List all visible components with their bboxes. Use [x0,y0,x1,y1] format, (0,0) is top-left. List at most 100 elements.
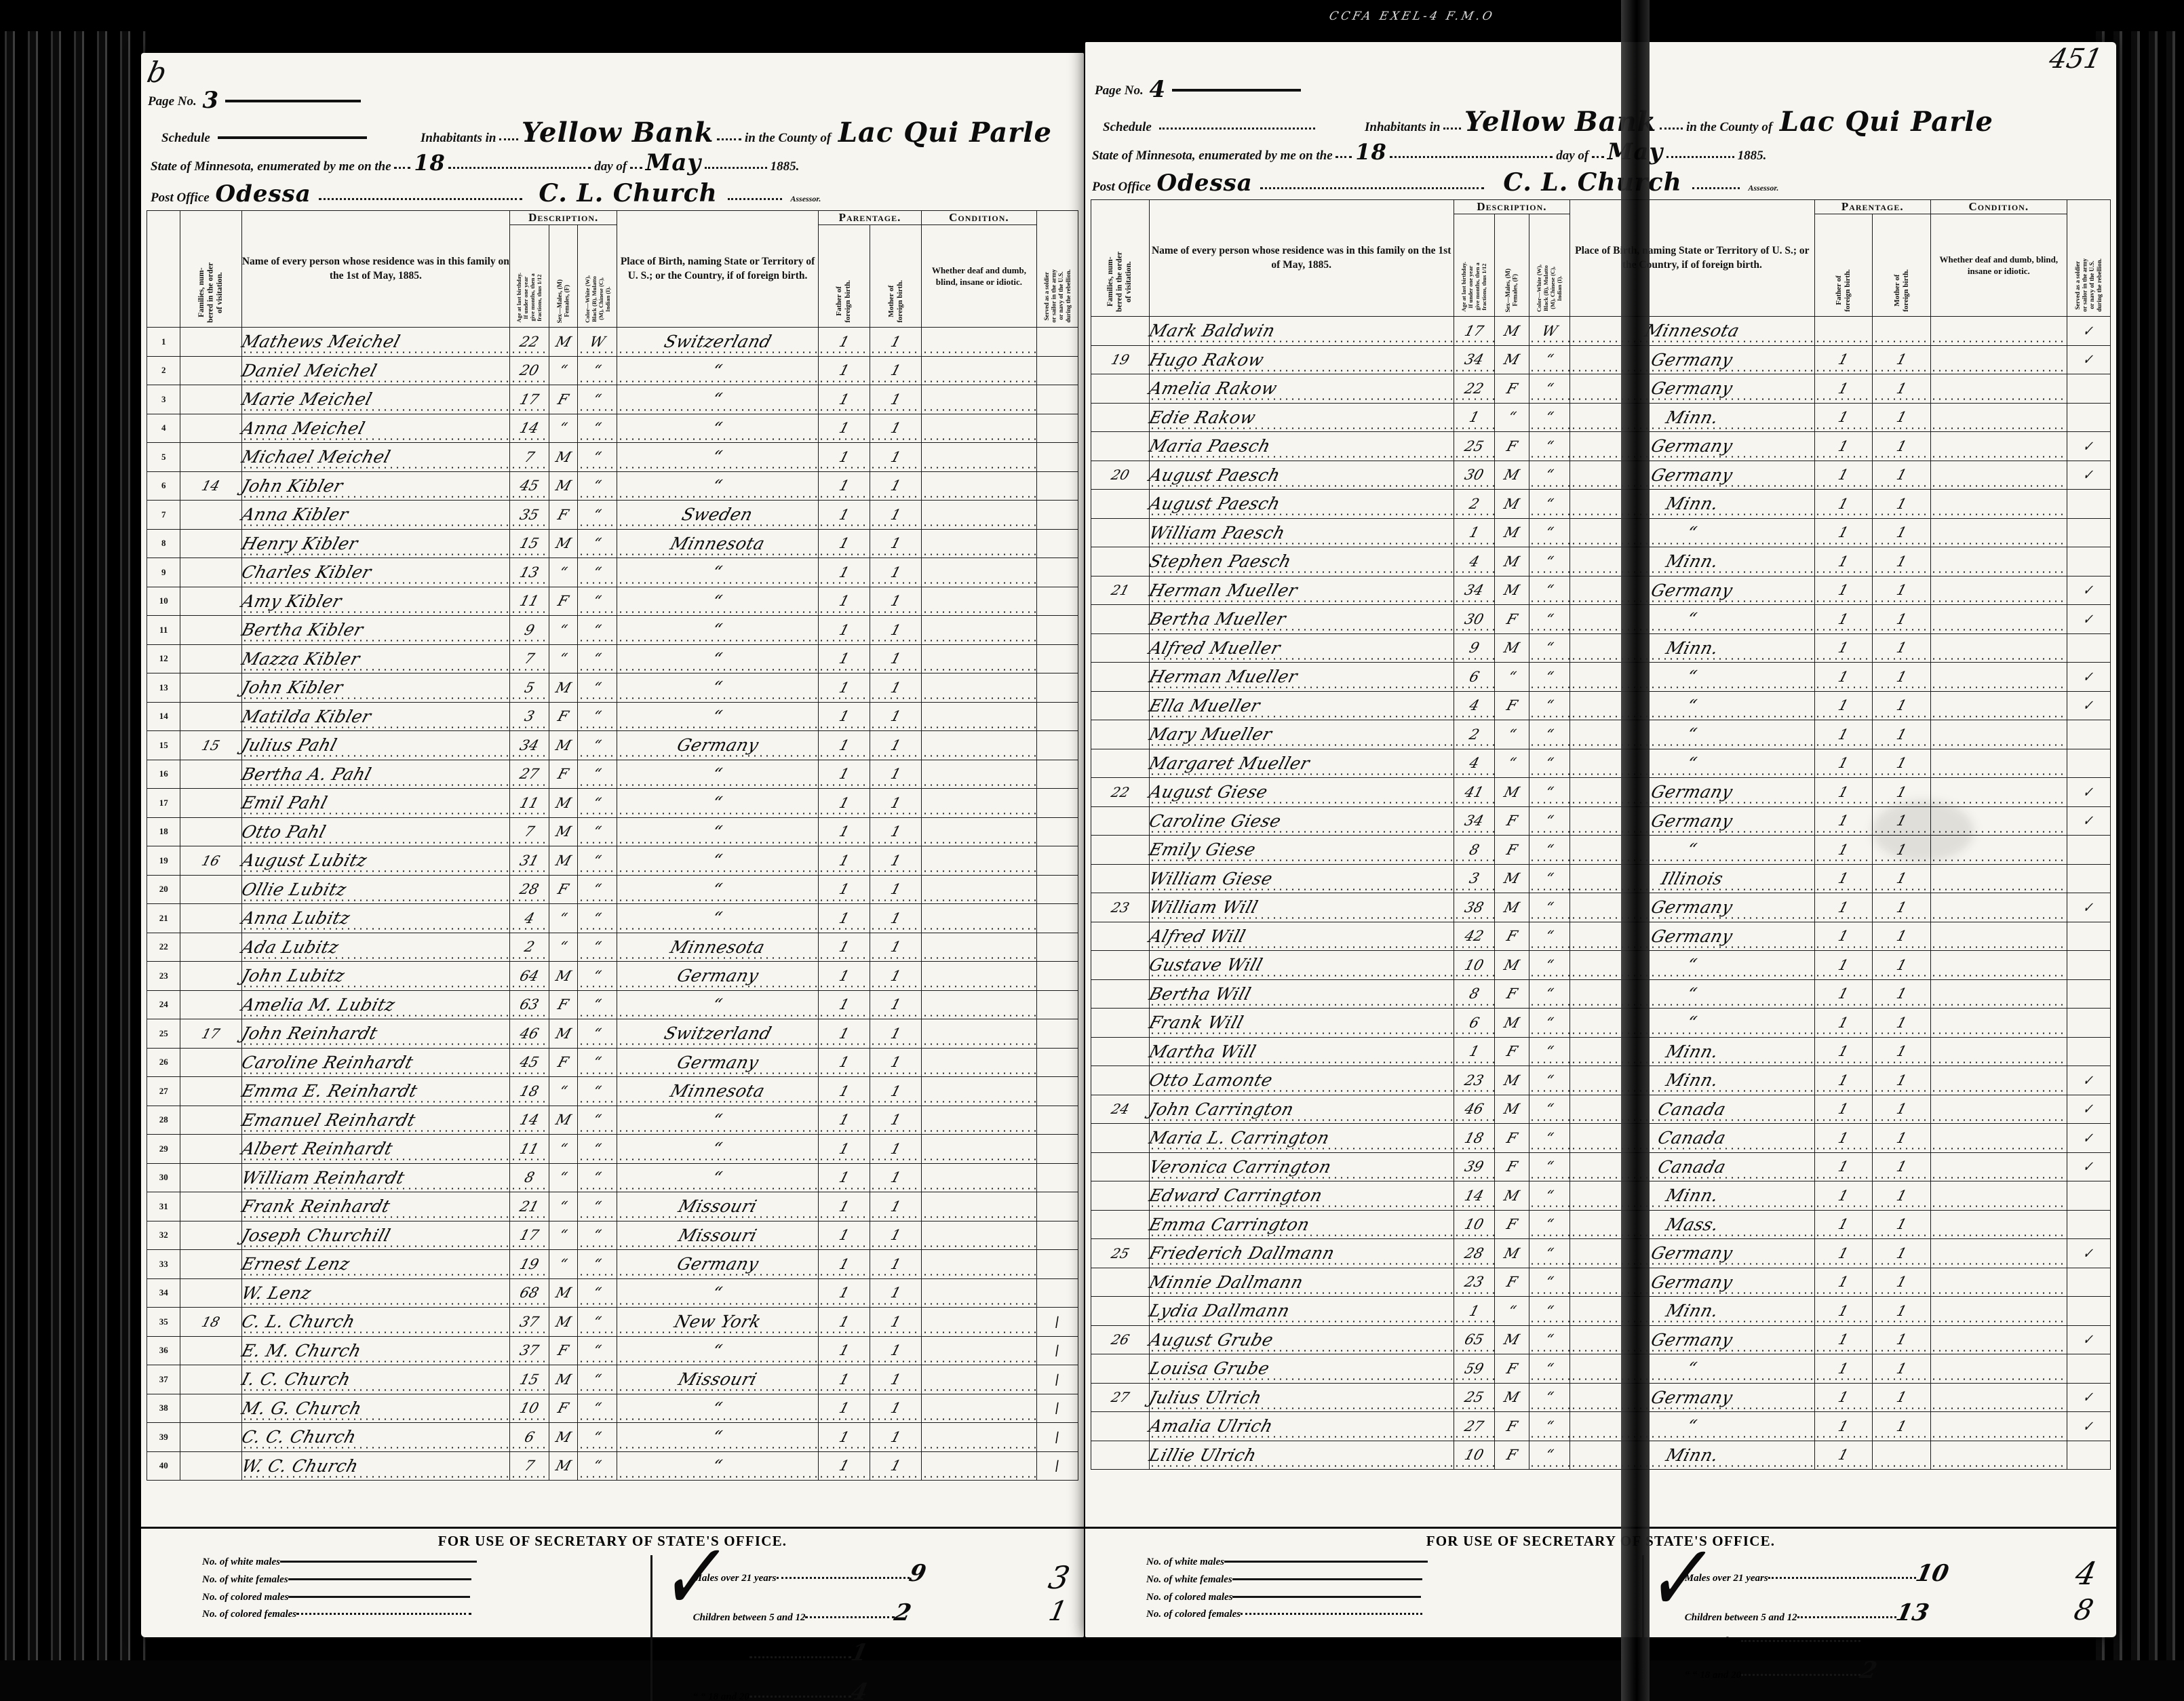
table-row[interactable]: Louisa Grube 59 F ““1 1 [1091,1354,2111,1384]
table-row[interactable]: Emily Giese 8 F ““1 1 [1091,835,2111,865]
table-row[interactable]: 12 Mazza Kibler 7 “““1 1 [146,644,1079,673]
table-row[interactable]: Edward Carrington 14 M “Minn. 1 1 [1091,1181,2111,1211]
table-row[interactable]: Minnie Dallmann 23 F “Germany 1 1 [1091,1267,2111,1297]
table-row[interactable]: 11 Bertha Kibler 9 “““1 1 [146,615,1079,645]
mother-foreign-birth-cell: 1 [1872,1296,1931,1326]
table-row[interactable]: Frank Will 6 M ““1 1 [1091,1008,2111,1038]
table-row[interactable]: 24 Amelia M. Lubitz 63 F ““1 1 [146,990,1079,1019]
table-row[interactable]: 33 Ernest Lenz 19 ““Germany 1 1 [146,1249,1079,1279]
table-row[interactable]: 7 Anna Kibler 35 F “Sweden 1 1 [146,500,1079,530]
color-cell: “ [1528,1411,1571,1441]
family-number-cell [180,558,242,587]
table-row[interactable]: Maria L. Carrington 18 F “Canada 1 1 ✓ [1091,1123,2111,1153]
color-cell: “ [1528,1152,1571,1181]
table-row[interactable]: 20 August Paesch 30 M “Germany 1 1 ✓ [1091,460,2111,490]
birthplace-cell: Germany [1569,1267,1815,1297]
person-name-cell: M. G. Church [239,1393,511,1423]
table-row[interactable]: 5 Michael Meichel 7 M ““1 1 [146,442,1079,472]
table-row[interactable]: Martha Will 1 F “Minn. 1 1 [1091,1036,2111,1066]
table-row[interactable]: 20 Ollie Lubitz 28 F ““1 1 [146,874,1079,904]
table-row[interactable]: 26 August Grube 65 M “Germany 1 1 ✓ [1091,1325,2111,1354]
table-row[interactable]: 37 I. C. Church 15 M “Missouri 1 1 \ [146,1365,1079,1394]
table-row[interactable]: 4 Anna Meichel 14 “““1 1 [146,413,1079,443]
table-row[interactable]: 40 W. C. Church 7 M ““1 1 \ [146,1451,1079,1481]
table-row[interactable]: Emma Carrington 10 F “Mass. 1 1 [1091,1209,2111,1239]
table-row[interactable]: 38 M. G. Church 10 F ““1 1 \ [146,1393,1079,1423]
table-row[interactable]: 1 Mathews Meichel 22 M W Switzerland 1 1 [146,327,1079,357]
color-cell: “ [577,903,618,933]
table-row[interactable]: 28 Emanuel Reinhardt 14 M ““1 1 [146,1105,1079,1135]
table-row[interactable]: 22 August Giese 41 M “Germany 1 1 ✓ [1091,777,2111,807]
table-row[interactable]: 29 Albert Reinhardt 11 “““1 1 [146,1134,1079,1164]
table-row[interactable]: Amelia Rakow 22 F “Germany 1 1 [1091,374,2111,404]
table-row[interactable]: Mark Baldwin 17 M W Minnesota ✓ [1091,316,2111,346]
table-row[interactable]: 34 W. Lenz 68 M ““1 1 [146,1278,1079,1308]
table-row[interactable]: 35 18 C. L. Church 37 M “New York 1 1 \ [146,1307,1079,1337]
table-row[interactable]: 31 Frank Reinhardt 21 ““Missouri 1 1 [146,1192,1079,1221]
person-name-cell: Frank Reinhardt [239,1192,511,1221]
table-row[interactable]: Bertha Mueller 30 F ““1 1 ✓ [1091,604,2111,634]
table-row[interactable]: 18 Otto Pahl 7 M ““1 1 [146,817,1079,846]
table-row[interactable]: 9 Charles Kibler 13 “““1 1 [146,558,1079,587]
table-row[interactable]: 16 Bertha A. Pahl 27 F ““1 1 [146,759,1079,789]
table-row[interactable]: 21 Anna Lubitz 4 “““1 1 [146,903,1079,933]
table-row[interactable]: 30 William Reinhardt 8 “““1 1 [146,1162,1079,1192]
table-row[interactable]: 32 Joseph Churchill 17 ““Missouri 1 1 [146,1220,1079,1250]
table-row[interactable]: 2 Daniel Meichel 20 “““1 1 [146,355,1079,385]
col-group-description: Description. [1453,199,1571,214]
table-row[interactable]: Maria Paesch 25 F “Germany 1 1 ✓ [1091,431,2111,461]
birthplace-cell: “ [617,1105,819,1135]
table-row[interactable]: Herman Mueller 6 “““1 1 ✓ [1091,662,2111,692]
table-row[interactable]: 26 Caroline Reinhardt 45 F “Germany 1 1 [146,1047,1079,1077]
table-row[interactable]: 10 Amy Kibler 11 F ““1 1 [146,586,1079,616]
table-row[interactable]: 25 17 John Reinhardt 46 M “Switzerland 1 1 [146,1019,1079,1049]
age-cell: 6 [1453,662,1496,692]
table-row[interactable]: 27 Emma E. Reinhardt 18 ““Minnesota 1 1 [146,1076,1079,1106]
table-row[interactable]: 15 15 Julius Pahl 34 M “Germany 1 1 [146,730,1079,760]
person-name-cell: C. L. Church [239,1307,511,1337]
person-name-cell: Ernest Lenz [239,1249,511,1279]
table-row[interactable]: 23 John Lubitz 64 M “Germany 1 1 [146,961,1079,991]
table-row[interactable]: Lydia Dallmann 1 ““Minn. 1 1 [1091,1296,2111,1326]
table-row[interactable]: Edie Rakow 1 ““Minn. 1 1 [1091,402,2111,432]
table-row[interactable]: Stephen Paesch 4 M “Minn. 1 1 [1091,547,2111,576]
table-row[interactable]: August Paesch 2 M “Minn. 1 1 [1091,489,2111,519]
row-number: 7 [146,500,181,530]
condition-cell [921,413,1037,443]
table-row[interactable]: 3 Marie Meichel 17 F ““1 1 [146,385,1079,414]
table-row[interactable]: Alfred Will 42 F “Germany 1 1 [1091,921,2111,951]
table-row[interactable]: 24 John Carrington 46 M “Canada 1 1 ✓ [1091,1094,2111,1124]
table-row[interactable]: 22 Ada Lubitz 2 ““Minnesota 1 1 [146,932,1079,962]
table-row[interactable]: 21 Herman Mueller 34 M “Germany 1 1 ✓ [1091,575,2111,605]
table-row[interactable]: Mary Mueller 2 “““1 1 [1091,720,2111,749]
table-row[interactable]: Otto Lamonte 23 M “Minn. 1 1 ✓ [1091,1065,2111,1095]
table-row[interactable]: 6 14 John Kibler 45 M ““1 1 [146,471,1079,501]
table-row[interactable]: 23 William Will 38 M “Germany 1 1 ✓ [1091,893,2111,922]
table-row[interactable]: Margaret Mueller 4 “““1 1 [1091,748,2111,778]
table-row[interactable]: Amalia Ulrich 27 F ““1 1 ✓ [1091,1411,2111,1441]
birthplace-cell: “ [1569,748,1815,778]
table-row[interactable]: Gustave Will 10 M ““1 1 [1091,950,2111,980]
table-row[interactable]: 17 Emil Pahl 11 M ““1 1 [146,788,1079,818]
table-row[interactable]: Lillie Ulrich 10 F “Minn. 1 [1091,1440,2111,1470]
table-row[interactable]: Caroline Giese 34 F “Germany 1 1 ✓ [1091,806,2111,836]
table-row[interactable]: 27 Julius Ulrich 25 M “Germany 1 1 ✓ [1091,1382,2111,1412]
sex-cell: M [548,1105,579,1135]
table-row[interactable]: 19 Hugo Rakow 34 M “Germany 1 1 ✓ [1091,345,2111,374]
left-page-header: b Page No. 3 Schedule Inhabitants in Yel… [141,53,1084,209]
table-row[interactable]: Ella Mueller 4 F ““1 1 ✓ [1091,690,2111,720]
table-row[interactable]: William Paesch 1 M ““1 1 [1091,517,2111,547]
table-row[interactable]: Bertha Will 8 F ““1 1 [1091,979,2111,1009]
table-row[interactable]: 14 Matilda Kibler 3 F ““1 1 [146,701,1079,731]
table-row[interactable]: 8 Henry Kibler 15 M “Minnesota 1 1 [146,528,1079,558]
table-row[interactable]: 39 C. C. Church 6 M ““1 1 \ [146,1422,1079,1452]
table-row[interactable]: 19 16 August Lubitz 31 M ““1 1 [146,846,1079,876]
table-row[interactable]: 25 Friederich Dallmann 28 M “Germany 1 1 ✓ [1091,1238,2111,1268]
table-row[interactable]: 36 E. M. Church 37 F ““1 1 \ [146,1335,1079,1365]
table-row[interactable]: Veronica Carrington 39 F “Canada 1 1 ✓ [1091,1152,2111,1181]
table-row[interactable]: 13 John Kibler 5 M ““1 1 [146,673,1079,703]
table-row[interactable]: William Giese 3 M “Illinois 1 1 [1091,863,2111,893]
table-row[interactable]: Alfred Mueller 9 M “Minn. 1 1 [1091,633,2111,663]
mother-foreign-birth-cell: 1 [1872,460,1931,490]
row-number: 19 [146,846,181,876]
